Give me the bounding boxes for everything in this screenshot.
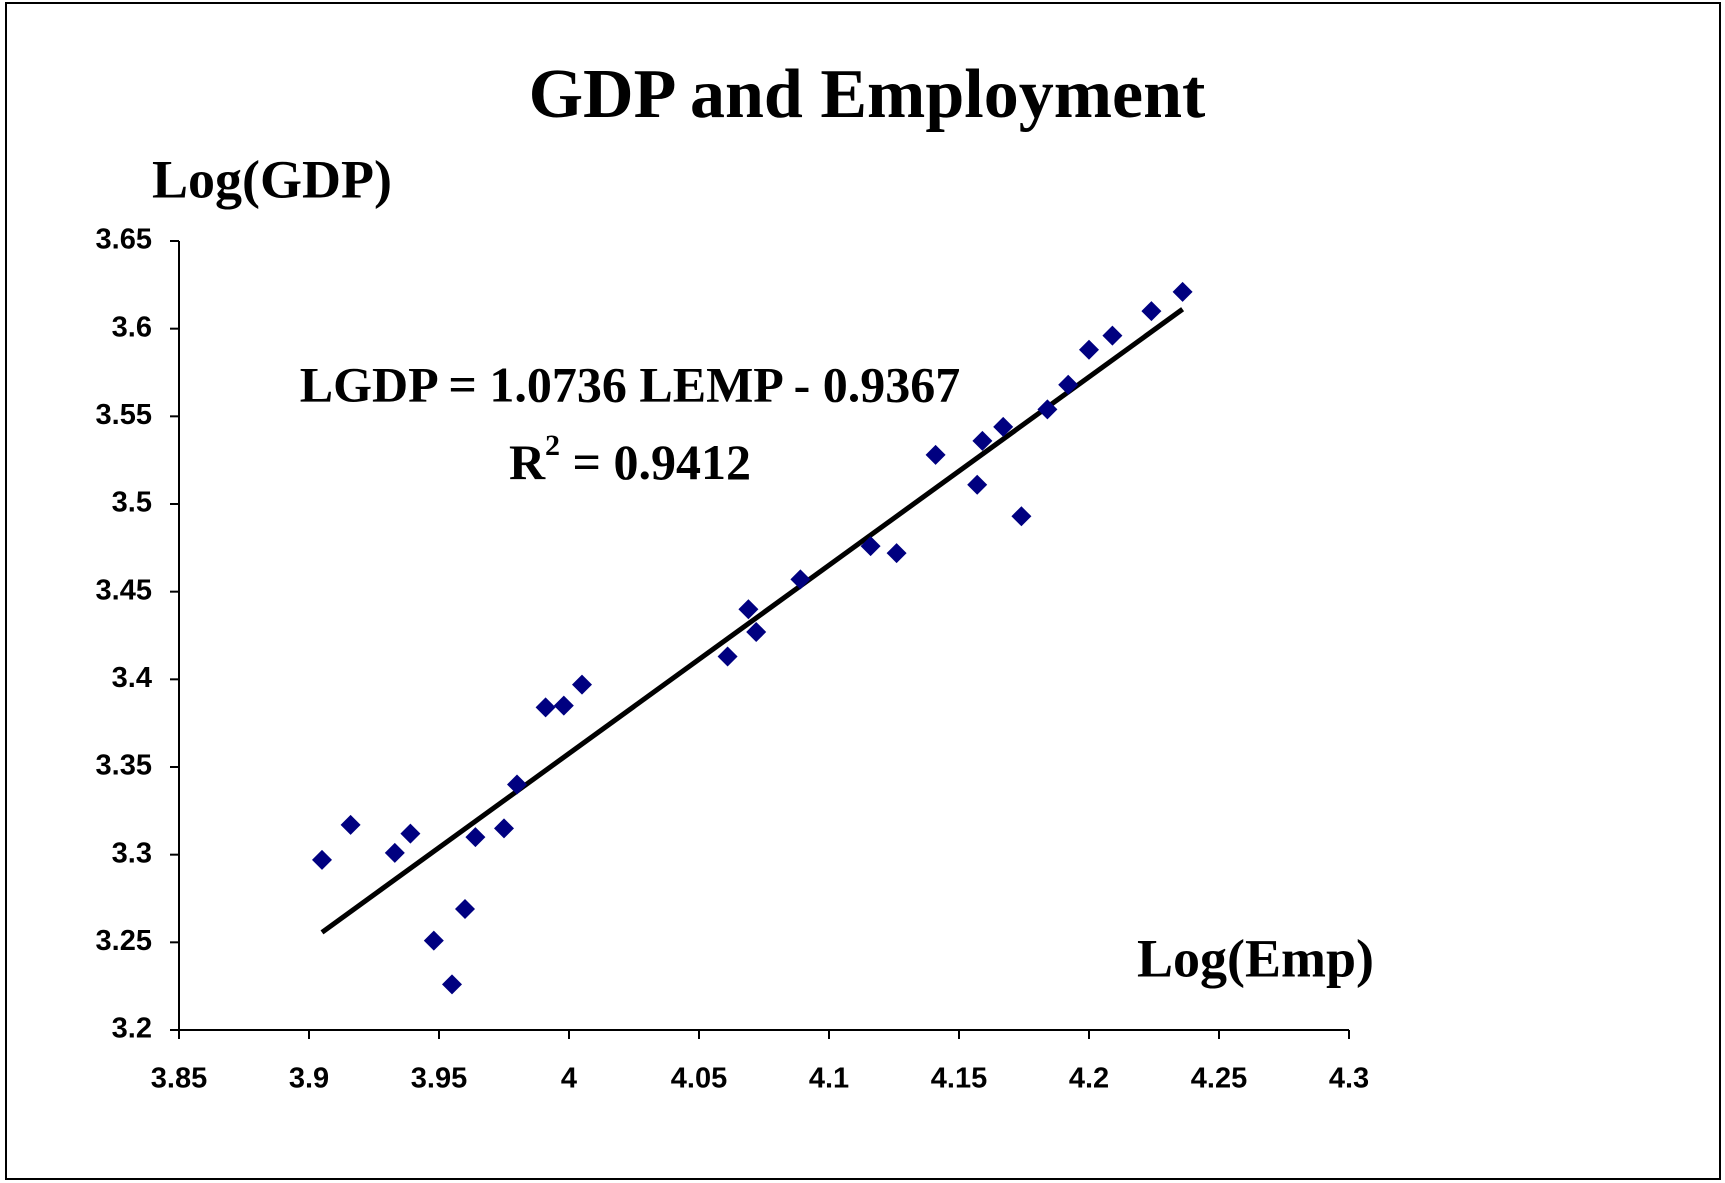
x-tick-label: 4.05 [671, 1063, 727, 1095]
r-squared: R2 = 0.9412 [509, 429, 751, 491]
y-tick-label: 3.65 [96, 224, 152, 256]
data-point [1037, 399, 1058, 420]
y-tick-label: 3.4 [112, 662, 152, 694]
data-point [746, 621, 767, 642]
equation: LGDP = 1.0736 LEMP - 0.9367 [300, 356, 960, 412]
x-tick-label: 3.85 [151, 1063, 207, 1095]
data-point [494, 818, 514, 839]
data-point [790, 569, 811, 590]
data-point [738, 599, 759, 620]
data-point [1102, 325, 1123, 346]
y-tick-label: 3.55 [96, 399, 152, 431]
y-axis-label: Log(GDP) [152, 149, 392, 209]
y-tick-label: 3.25 [96, 925, 152, 957]
y-tick-label: 3.45 [96, 574, 152, 606]
y-tick-label: 3.6 [112, 311, 152, 343]
data-point [572, 674, 592, 695]
data-point [993, 416, 1014, 437]
data-point [1079, 339, 1099, 360]
x-axis-label: Log(Emp) [1137, 928, 1374, 988]
data-point [442, 974, 462, 995]
data-point [967, 474, 988, 495]
data-point [717, 646, 738, 667]
chart-frame [5, 2, 1721, 1180]
data-point [455, 899, 475, 920]
x-tick-label: 3.95 [411, 1063, 467, 1095]
x-tick-label: 4.3 [1329, 1063, 1369, 1095]
data-point [1011, 506, 1032, 527]
x-tick-label: 4 [561, 1063, 577, 1095]
x-tick-label: 4.1 [809, 1063, 849, 1095]
data-point [553, 695, 574, 716]
data-point [886, 543, 907, 564]
trendline [320, 307, 1185, 935]
data-point [1172, 281, 1193, 302]
data-point [340, 814, 361, 835]
data-point [1141, 301, 1162, 322]
x-tick-label: 4.15 [931, 1063, 987, 1095]
data-point [925, 444, 946, 465]
data-point [860, 536, 881, 557]
data-point [400, 823, 421, 844]
x-tick-label: 4.2 [1069, 1063, 1109, 1095]
data-point [1058, 374, 1079, 395]
data-point [384, 842, 405, 863]
x-tick-label: 4.25 [1191, 1063, 1247, 1095]
data-point [423, 930, 444, 951]
data-point [507, 774, 527, 795]
y-tick-label: 3.5 [112, 487, 152, 519]
chart-title: GDP and Employment [529, 56, 1206, 133]
x-tick-label: 3.9 [289, 1063, 329, 1095]
y-tick-label: 3.35 [96, 750, 152, 782]
y-tick-label: 3.2 [112, 1013, 152, 1045]
data-point [972, 430, 993, 451]
data-point [312, 849, 332, 870]
r-squared-rest: = 0.9412 [560, 434, 751, 490]
r-squared-sup: 2 [545, 429, 560, 462]
y-tick-label: 3.3 [112, 837, 152, 869]
data-point [465, 827, 486, 848]
r-squared-base: R [509, 434, 546, 490]
data-point [535, 697, 556, 718]
